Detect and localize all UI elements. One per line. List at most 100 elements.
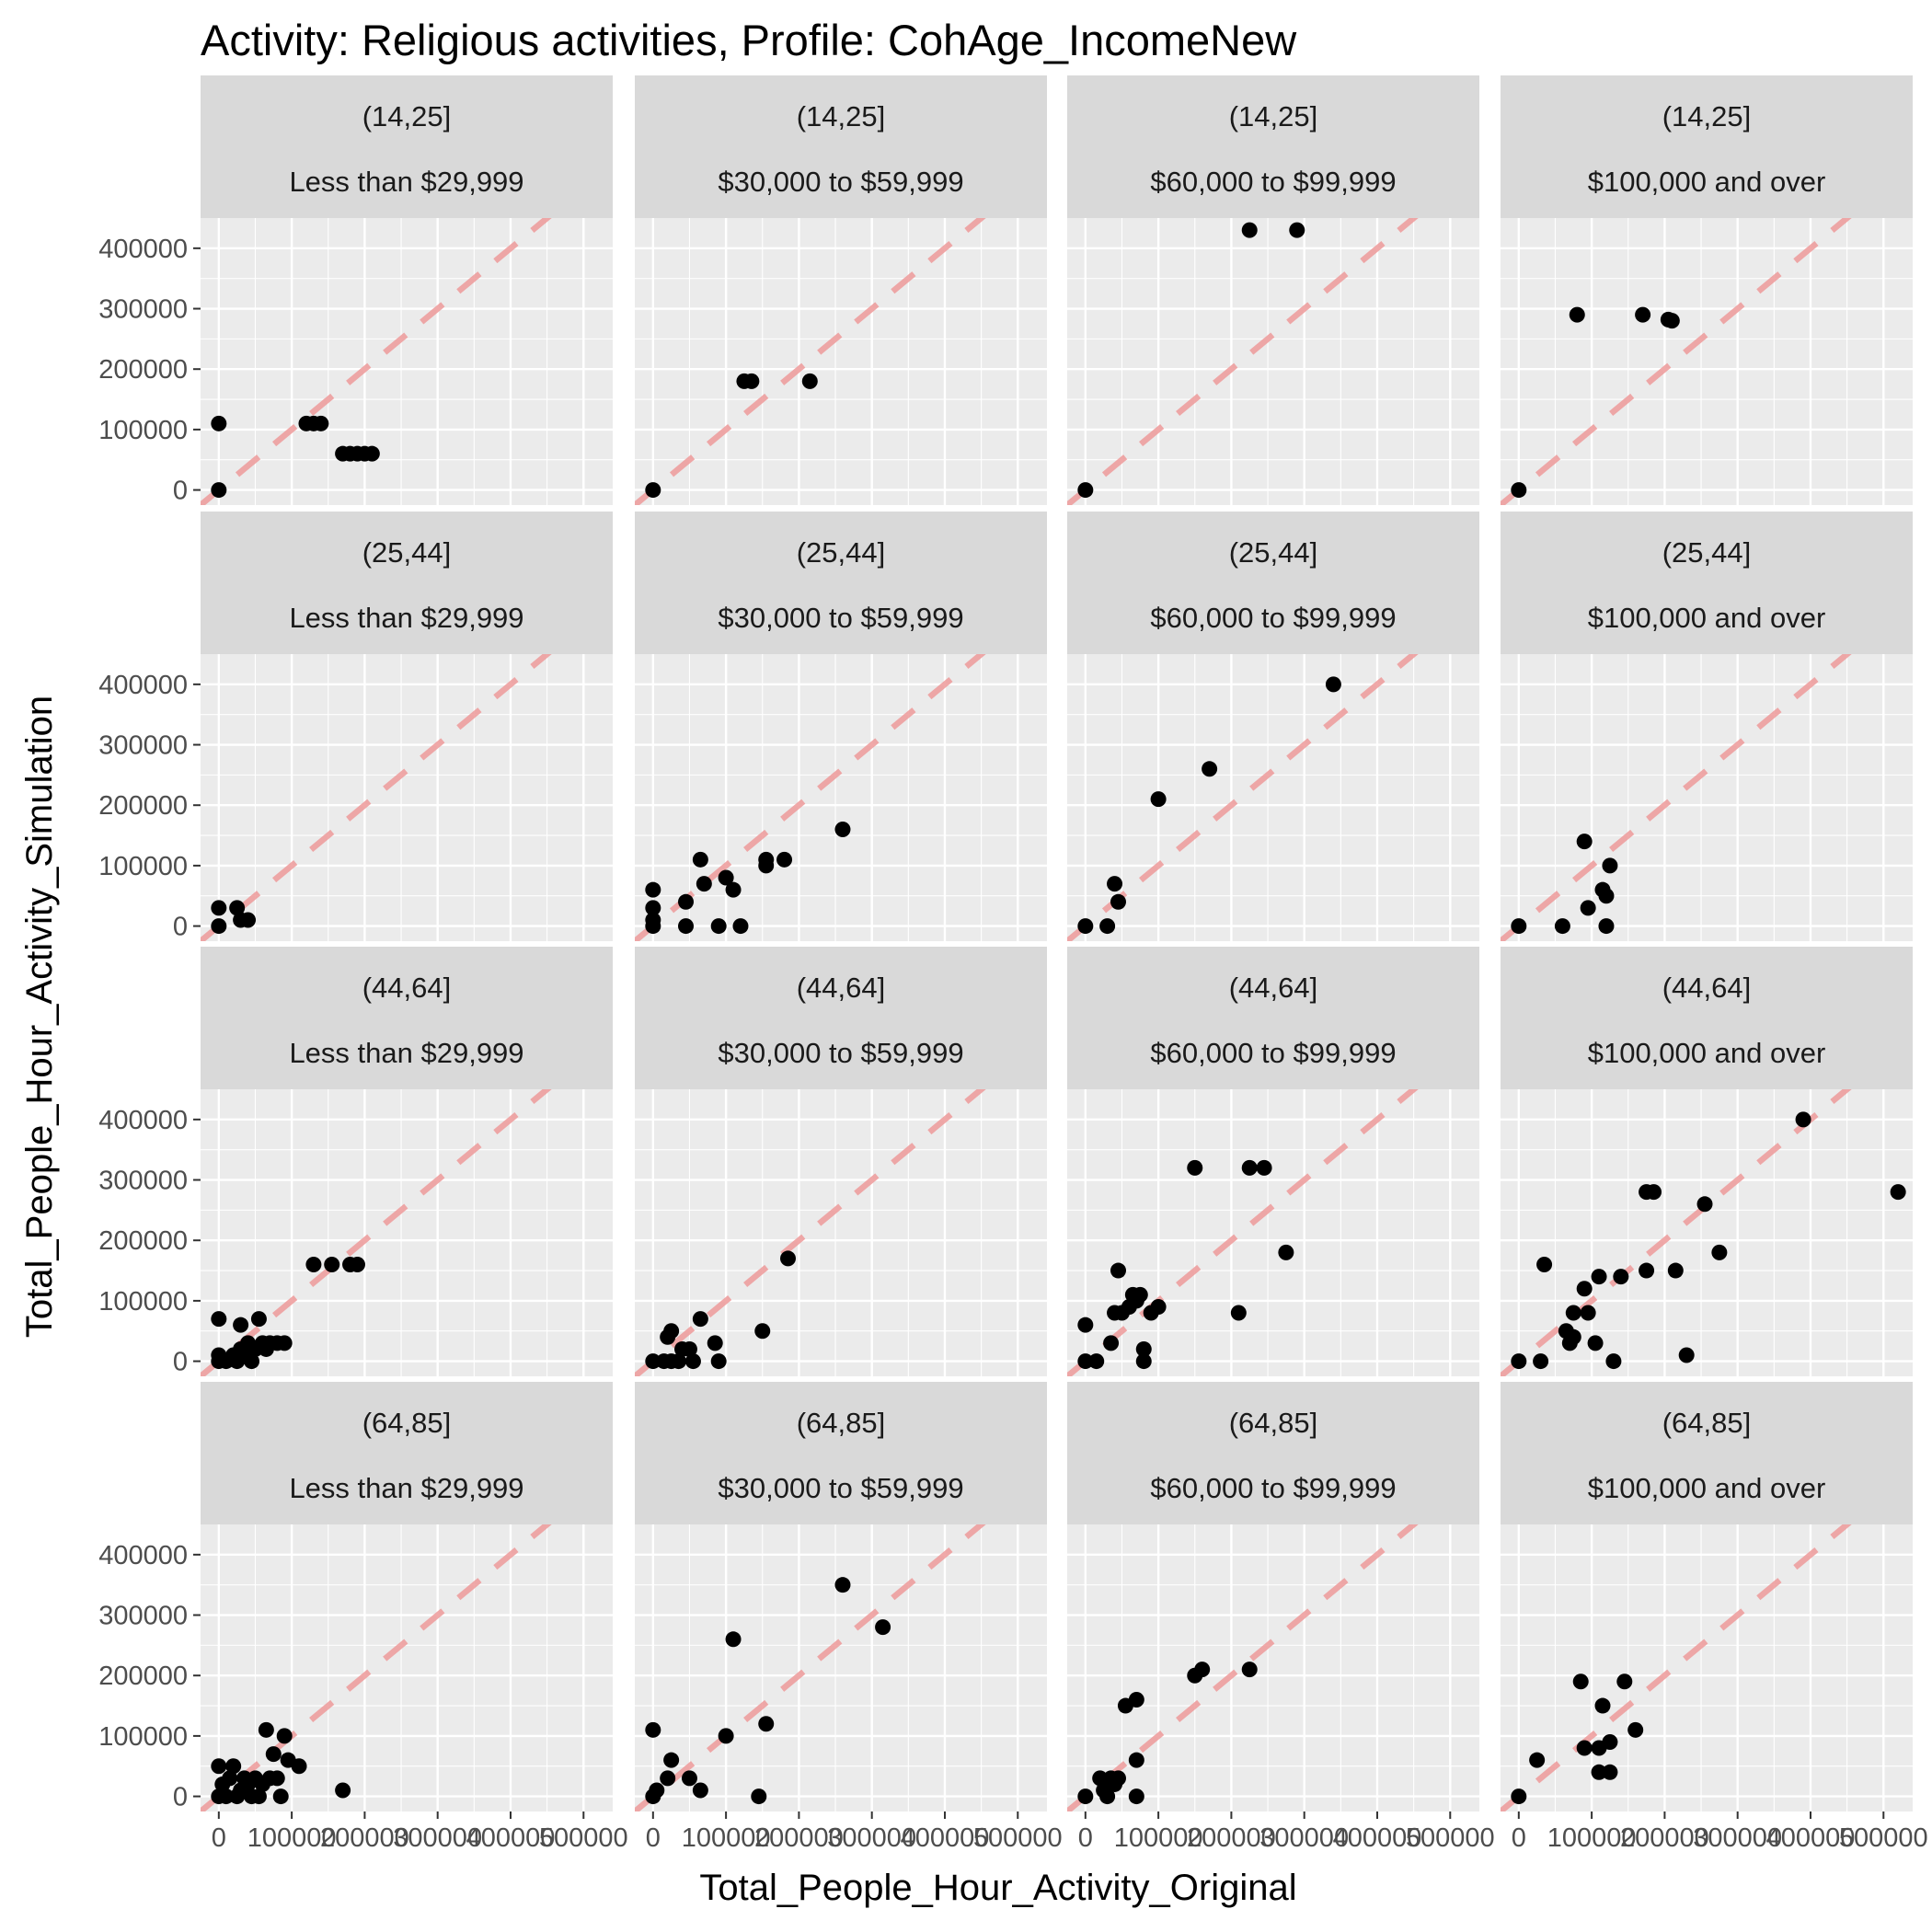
data-point — [1536, 1256, 1553, 1272]
x-tick-label: 500000 — [973, 1823, 1063, 1853]
facet-strip-income-label: $100,000 and over — [1588, 1472, 1826, 1504]
x-tick-label: 200000 — [1620, 1823, 1709, 1853]
data-point — [1594, 1697, 1611, 1714]
identity-reference-line — [201, 1089, 552, 1376]
x-tick-label: 400000 — [1766, 1823, 1856, 1853]
x-tick-label: 300000 — [827, 1823, 916, 1853]
panel-background — [1501, 654, 1913, 941]
x-tick-label: 100000 — [682, 1823, 771, 1853]
facet-strip-income-label: $60,000 to $99,999 — [1150, 1472, 1396, 1504]
data-point — [660, 1770, 676, 1787]
x-tick-label: 500000 — [1406, 1823, 1495, 1853]
data-point — [780, 1250, 797, 1267]
data-point — [1194, 1662, 1211, 1678]
identity-reference-line — [201, 1524, 552, 1811]
data-point — [1278, 1244, 1294, 1260]
data-point — [1077, 1788, 1094, 1805]
x-tick-label: 100000 — [247, 1823, 337, 1853]
y-tick-label: 100000 — [98, 416, 188, 445]
data-point — [1627, 1721, 1644, 1738]
facet-strip-age-label: (64,85] — [362, 1407, 452, 1439]
facet-strip — [635, 947, 1047, 1089]
data-point — [305, 1256, 322, 1272]
data-point — [1150, 1298, 1167, 1315]
facet-strip-income-label: $60,000 to $99,999 — [1150, 1037, 1396, 1069]
y-tick-label: 0 — [173, 1783, 188, 1812]
data-point — [1696, 1196, 1713, 1213]
data-point — [222, 1770, 238, 1787]
data-point — [692, 1311, 708, 1328]
facet-strip-age-label: (44,64] — [1229, 972, 1318, 1004]
data-point — [725, 881, 742, 898]
panel-background — [201, 1089, 613, 1376]
facet-strip-age-label: (64,85] — [797, 1407, 886, 1439]
identity-reference-line — [1067, 1089, 1419, 1376]
data-point — [663, 1323, 680, 1340]
data-point — [743, 373, 760, 389]
facet-strip-income-label: Less than $29,999 — [289, 1037, 523, 1069]
identity-reference-line — [1067, 1524, 1419, 1811]
facet-panel: (44,64] $60,000 to $99,999 — [1067, 947, 1479, 1376]
data-point — [1529, 1752, 1546, 1768]
identity-reference-line — [635, 1524, 986, 1811]
data-point — [758, 851, 775, 868]
data-point — [1602, 1764, 1618, 1780]
panel-background — [1067, 218, 1479, 505]
panel-background — [1067, 654, 1479, 941]
data-point — [313, 415, 329, 431]
x-tick-label: 0 — [212, 1823, 226, 1853]
facet-strip — [201, 947, 613, 1089]
x-tick-label: 0 — [1078, 1823, 1093, 1853]
data-point — [1241, 222, 1258, 238]
data-point — [1591, 1764, 1607, 1780]
data-point — [211, 1758, 227, 1775]
data-point — [1598, 888, 1615, 904]
data-point — [725, 1631, 742, 1648]
facet-strip — [635, 512, 1047, 654]
x-tick-label: 400000 — [901, 1823, 990, 1853]
data-point — [684, 1353, 701, 1370]
data-point — [1128, 1788, 1144, 1805]
data-point — [645, 1721, 661, 1738]
panel-background — [635, 1089, 1047, 1376]
facet-panel: (14,25] Less than $29,999 0 100000 200000 300… — [98, 75, 613, 506]
data-point — [692, 1782, 708, 1799]
data-point — [1572, 1673, 1589, 1690]
data-point — [1511, 1788, 1527, 1805]
x-tick-label: 300000 — [1693, 1823, 1782, 1853]
facet-strip-income-label: $60,000 to $99,999 — [1150, 602, 1396, 634]
facet-strip — [1501, 75, 1913, 218]
data-point — [1598, 918, 1615, 935]
data-point — [1591, 1269, 1607, 1285]
facet-strip-age-label: (25,44] — [362, 536, 452, 569]
facet-strip-income-label: $100,000 and over — [1588, 602, 1826, 634]
y-tick-label: 100000 — [98, 1287, 188, 1317]
facet-strip-income-label: Less than $29,999 — [289, 1472, 523, 1504]
identity-reference-line — [1067, 218, 1419, 505]
data-point — [276, 1728, 293, 1744]
identity-reference-line — [1501, 654, 1852, 941]
data-point — [1576, 834, 1593, 850]
data-point — [250, 1311, 267, 1328]
data-point — [710, 918, 727, 935]
data-point — [1099, 918, 1116, 935]
data-point — [211, 918, 227, 935]
facet-panel: (64,85] $100,000 and over 0 100000200000300… — [1501, 1382, 1928, 1853]
x-tick-label: 200000 — [320, 1823, 409, 1853]
x-tick-label: 400000 — [466, 1823, 556, 1853]
data-point — [1110, 893, 1127, 910]
data-point — [250, 1788, 267, 1805]
data-point — [718, 869, 734, 886]
y-tick-label: 400000 — [98, 235, 188, 264]
data-point — [834, 1577, 851, 1593]
facet-strip — [1501, 947, 1913, 1089]
data-point — [1565, 1305, 1581, 1321]
data-point — [801, 373, 818, 389]
data-point — [349, 1256, 365, 1272]
facet-strip-income-label: $100,000 and over — [1588, 1037, 1826, 1069]
facet-panel: (25,44] $30,000 to $59,999 — [635, 512, 1047, 941]
x-tick-label: 400000 — [1333, 1823, 1422, 1853]
panel-background — [1067, 1089, 1479, 1376]
data-point — [1241, 1662, 1258, 1678]
